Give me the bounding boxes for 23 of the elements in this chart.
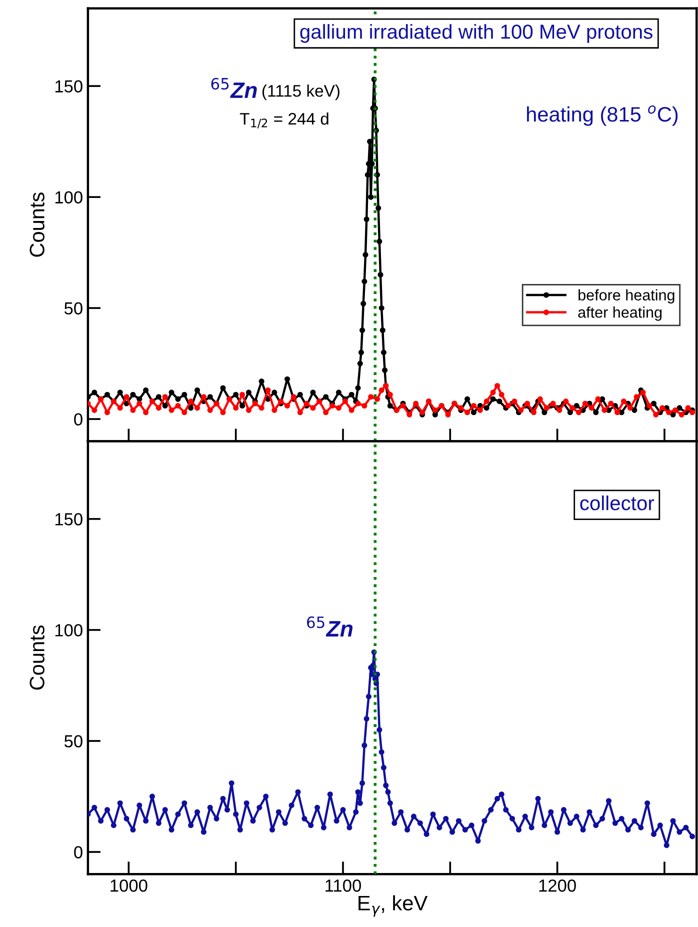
annotation: collector	[580, 496, 654, 510]
x-tick-label: 1100	[326, 879, 361, 892]
y-axis-title: Counts	[30, 625, 44, 690]
annotation: gallium irradiated with 100 MeV protons	[300, 24, 652, 43]
y-tick-label: 150	[55, 80, 82, 93]
annotation: $^{65}$Zn	[306, 616, 353, 636]
annotation: heating (815 $^{o}$C)	[527, 105, 678, 126]
y-tick-label: 50	[64, 735, 82, 748]
y-tick-label: 0	[74, 413, 82, 426]
legend-label: after heating	[578, 306, 662, 321]
y-tick-label: 50	[64, 302, 82, 315]
annotation: T$_{1/2}$ = 244 d	[240, 112, 328, 128]
y-axis-title: Counts	[30, 192, 44, 257]
x-tick-label: 1200	[539, 879, 576, 892]
y-tick-label: 100	[55, 191, 82, 204]
legend-label: before heating	[578, 289, 674, 304]
y-tick-label: 100	[55, 624, 82, 636]
annotation: $^{65}$Zn	[211, 78, 257, 98]
y-tick-label: 150	[55, 513, 82, 526]
y-tick-label: 0	[74, 846, 82, 858]
x-axis-title: E$_{γ}$, keV	[358, 895, 428, 917]
annotation: (1115 keV)	[262, 84, 340, 100]
x-tick-label: 1000	[110, 879, 148, 892]
